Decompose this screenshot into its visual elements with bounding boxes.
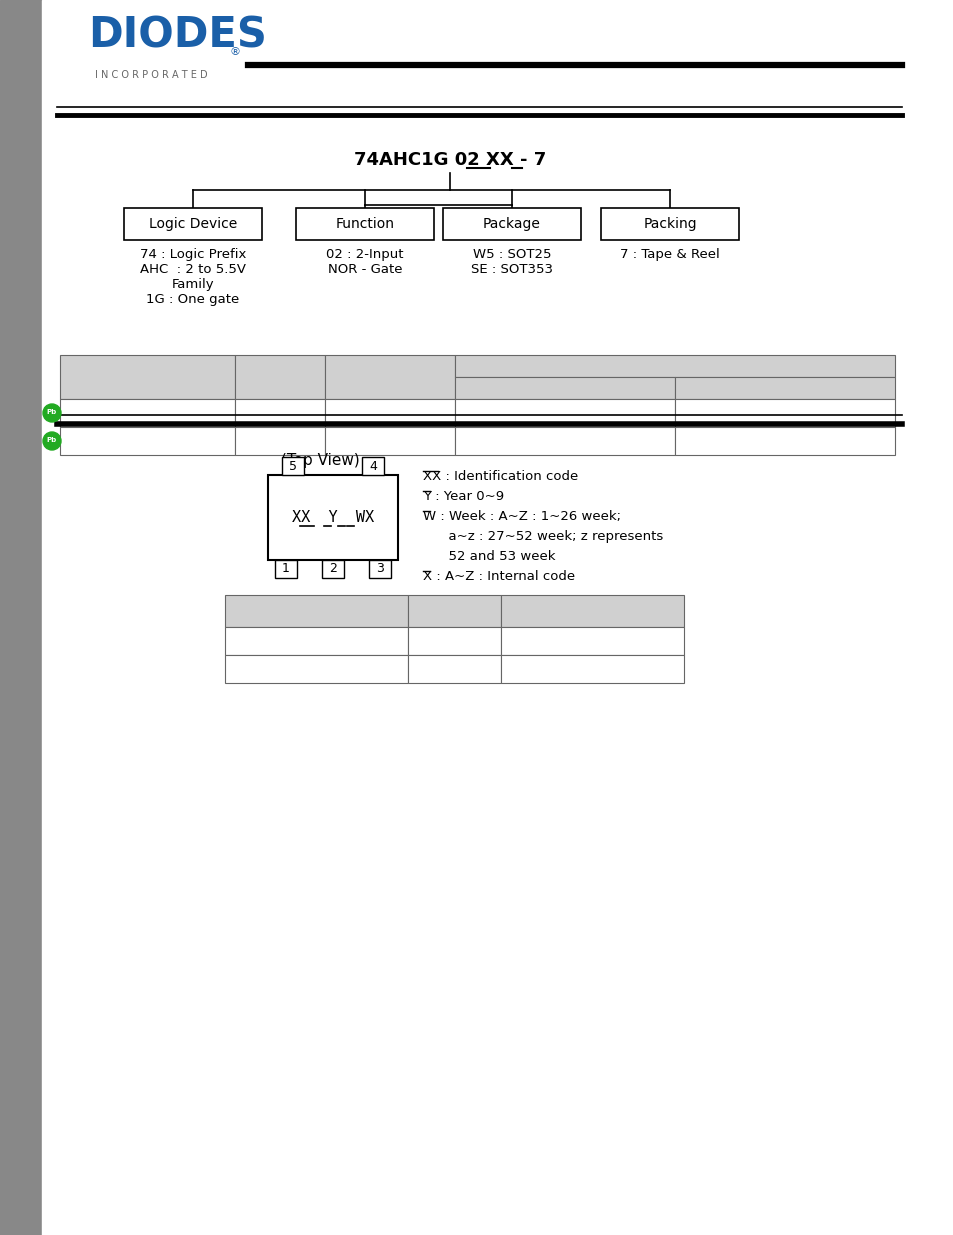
Bar — [234, 427, 325, 454]
Text: Y : Year 0~9: Y : Year 0~9 — [422, 490, 503, 503]
Text: 52 and 53 week: 52 and 53 week — [422, 550, 555, 563]
Text: Logic Device: Logic Device — [149, 217, 237, 231]
Bar — [325, 399, 455, 427]
Text: W : Week : A~Z : 1~26 week;: W : Week : A~Z : 1~26 week; — [422, 510, 620, 522]
Bar — [60, 399, 234, 427]
Bar — [675, 427, 894, 454]
Bar — [600, 207, 739, 240]
Bar — [500, 595, 683, 627]
Text: Pb: Pb — [47, 437, 57, 443]
Bar — [325, 354, 455, 399]
Text: XX  Y  WX: XX Y WX — [292, 510, 374, 525]
Bar — [274, 559, 296, 578]
Text: a~z : 27~52 week; z represents: a~z : 27~52 week; z represents — [422, 530, 662, 543]
Bar — [295, 207, 434, 240]
Text: 74 : Logic Prefix: 74 : Logic Prefix — [140, 248, 246, 261]
Bar — [500, 655, 683, 683]
Bar — [234, 354, 325, 399]
Text: DIODES: DIODES — [88, 15, 267, 57]
Bar — [225, 595, 408, 627]
Bar — [225, 627, 408, 655]
Bar — [369, 559, 391, 578]
Text: NOR - Gate: NOR - Gate — [328, 263, 402, 275]
Bar — [268, 475, 397, 559]
Text: Pb: Pb — [47, 409, 57, 415]
Text: 4: 4 — [369, 459, 376, 473]
Bar — [0, 0, 42, 1235]
Text: 3: 3 — [375, 562, 383, 576]
Text: 2: 2 — [329, 562, 336, 576]
Text: (Top View): (Top View) — [280, 452, 359, 468]
Bar — [408, 655, 500, 683]
Text: AHC  : 2 to 5.5V: AHC : 2 to 5.5V — [140, 263, 246, 275]
Text: 1: 1 — [282, 562, 290, 576]
Circle shape — [43, 404, 61, 422]
Text: 1G : One gate: 1G : One gate — [146, 293, 239, 306]
Text: X : A~Z : Internal code: X : A~Z : Internal code — [422, 571, 575, 583]
Bar — [455, 399, 675, 427]
Bar — [675, 377, 894, 399]
Text: Packing: Packing — [642, 217, 696, 231]
Text: Package: Package — [482, 217, 540, 231]
Text: Family: Family — [172, 278, 214, 291]
Text: ®: ® — [230, 47, 241, 57]
Text: XX : Identification code: XX : Identification code — [422, 471, 578, 483]
Text: 7 : Tape & Reel: 7 : Tape & Reel — [619, 248, 720, 261]
Bar — [408, 595, 500, 627]
Text: Function: Function — [335, 217, 395, 231]
Bar — [442, 207, 580, 240]
Bar — [124, 207, 262, 240]
Text: 02 : 2-Input: 02 : 2-Input — [326, 248, 403, 261]
Text: 5: 5 — [289, 459, 296, 473]
Circle shape — [43, 432, 61, 450]
Bar — [325, 427, 455, 454]
Bar — [60, 354, 234, 399]
Bar — [234, 399, 325, 427]
Bar — [282, 457, 304, 475]
Bar — [408, 627, 500, 655]
Bar — [60, 427, 234, 454]
Bar — [455, 427, 675, 454]
Text: 74AHC1G 02 XX - 7: 74AHC1G 02 XX - 7 — [354, 151, 545, 169]
Bar — [322, 559, 344, 578]
Bar — [361, 457, 384, 475]
Text: SE : SOT353: SE : SOT353 — [471, 263, 553, 275]
Bar — [455, 377, 675, 399]
Bar — [500, 627, 683, 655]
Text: W5 : SOT25: W5 : SOT25 — [473, 248, 551, 261]
Bar — [455, 354, 894, 377]
Bar — [675, 399, 894, 427]
Bar — [225, 655, 408, 683]
Text: I N C O R P O R A T E D: I N C O R P O R A T E D — [95, 70, 208, 80]
